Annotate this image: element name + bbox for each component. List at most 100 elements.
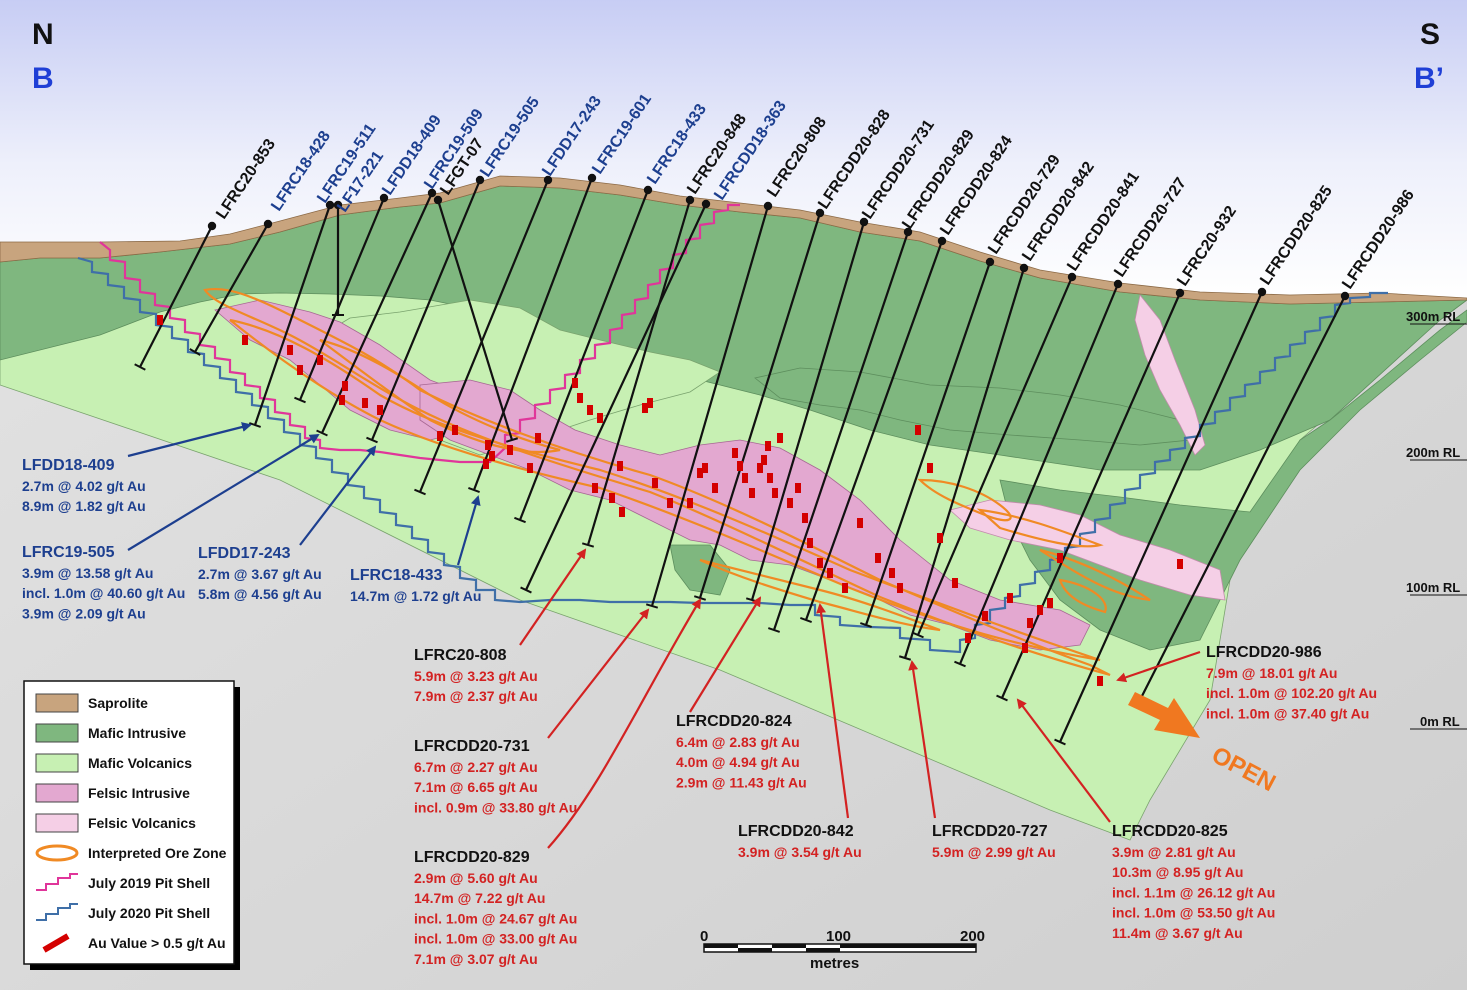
annotation-title: LFRCDD20-986 — [1206, 644, 1322, 661]
annotation-line: incl. 1.1m @ 26.12 g/t Au — [1112, 884, 1275, 900]
annotation-line: 2.7m @ 4.02 g/t Au — [22, 478, 146, 494]
drill-hole-collar — [644, 186, 652, 194]
au-value-mark — [937, 533, 943, 543]
au-value-mark — [965, 633, 971, 643]
annotation-line: 7.9m @ 18.01 g/t Au — [1206, 665, 1337, 681]
au-value-mark — [802, 513, 808, 523]
drill-hole-collar — [476, 176, 484, 184]
drill-hole-collar — [938, 237, 946, 245]
au-value-mark — [297, 365, 303, 375]
au-value-mark — [157, 315, 163, 325]
au-value-mark — [1007, 593, 1013, 603]
au-value-mark — [619, 507, 625, 517]
annotation-line: incl. 1.0m @ 53.50 g/t Au — [1112, 905, 1275, 921]
au-value-mark — [1177, 559, 1183, 569]
au-value-mark — [765, 441, 771, 451]
annotation-line: 7.1m @ 3.07 g/t Au — [414, 951, 538, 967]
scale-tick-0: 0 — [700, 928, 708, 945]
au-value-mark — [772, 488, 778, 498]
au-value-mark — [795, 483, 801, 493]
au-value-mark — [1027, 618, 1033, 628]
au-value-mark — [647, 398, 653, 408]
au-value-mark — [527, 463, 533, 473]
au-value-mark — [1022, 643, 1028, 653]
au-value-mark — [732, 448, 738, 458]
annotation-line: 2.9m @ 11.43 g/t Au — [676, 774, 807, 790]
annotation-line: 7.1m @ 6.65 g/t Au — [414, 779, 538, 795]
drill-hole-collar — [1114, 280, 1122, 288]
annotation-title: LFRC20-808 — [414, 647, 507, 664]
au-value-mark — [915, 425, 921, 435]
rl-200: 200m RL — [1406, 445, 1460, 460]
au-value-mark — [749, 488, 755, 498]
annotation-line: 6.4m @ 2.83 g/t Au — [676, 734, 800, 750]
drill-hole-collar — [434, 196, 442, 204]
legend-swatch — [36, 784, 78, 802]
au-value-mark — [617, 461, 623, 471]
annotation-title: LFRCDD20-842 — [738, 823, 854, 840]
drill-hole-collar — [686, 196, 694, 204]
scale-tick-100: 100 — [826, 928, 851, 945]
annotation-line: 7.9m @ 2.37 g/t Au — [414, 688, 538, 704]
au-value-mark — [489, 451, 495, 461]
legend-label: Mafic Intrusive — [88, 725, 186, 741]
annotation-line: 5.8m @ 4.56 g/t Au — [198, 586, 322, 602]
au-value-mark — [667, 498, 673, 508]
au-value-mark — [827, 568, 833, 578]
au-value-mark — [317, 355, 323, 365]
au-value-mark — [952, 578, 958, 588]
legend-label: July 2019 Pit Shell — [88, 875, 210, 891]
legend-label: Felsic Volcanics — [88, 815, 196, 831]
au-value-mark — [1047, 598, 1053, 608]
rl-0: 0m RL — [1420, 714, 1460, 729]
au-value-mark — [767, 473, 773, 483]
au-value-mark — [452, 425, 458, 435]
au-value-mark — [652, 478, 658, 488]
drill-hole-collar — [1341, 292, 1349, 300]
au-value-mark — [897, 583, 903, 593]
au-value-mark — [592, 483, 598, 493]
drill-hole-collar — [588, 174, 596, 182]
annotation-line: 5.9m @ 3.23 g/t Au — [414, 668, 538, 684]
annotation-title: LFRCDD20-825 — [1112, 823, 1228, 840]
annotation-title: LFRCDD20-731 — [414, 738, 530, 755]
au-value-mark — [787, 498, 793, 508]
drill-hole-collar — [1176, 289, 1184, 297]
au-value-mark — [507, 445, 513, 455]
au-value-mark — [777, 433, 783, 443]
south-label: S — [1420, 18, 1440, 51]
annotation-line: incl. 0.9m @ 33.80 g/t Au — [414, 799, 577, 815]
au-value-mark — [1057, 553, 1063, 563]
au-value-mark — [572, 378, 578, 388]
annotation-line: 14.7m @ 1.72 g/t Au — [350, 588, 481, 604]
annotation-line: incl. 1.0m @ 102.20 g/t Au — [1206, 685, 1377, 701]
annotation-title: LFRCDD20-824 — [676, 713, 792, 730]
drill-hole-collar — [1020, 264, 1028, 272]
au-value-mark — [817, 558, 823, 568]
au-value-mark — [377, 405, 383, 415]
annotation-line: incl. 1.0m @ 24.67 g/t Au — [414, 910, 577, 926]
au-value-mark — [857, 518, 863, 528]
au-value-mark — [742, 473, 748, 483]
au-value-mark — [1037, 605, 1043, 615]
drill-hole-collar — [208, 222, 216, 230]
au-value-mark — [609, 493, 615, 503]
section-end-label: B’ — [1414, 62, 1444, 95]
annotation-line: 3.9m @ 13.58 g/t Au — [22, 565, 153, 581]
legend: SaproliteMafic IntrusiveMafic VolcanicsF… — [24, 681, 240, 970]
annotation-line: 3.9m @ 2.81 g/t Au — [1112, 844, 1236, 860]
au-value-mark — [842, 583, 848, 593]
legend-label: Interpreted Ore Zone — [88, 845, 227, 861]
au-value-mark — [1097, 676, 1103, 686]
au-value-mark — [712, 483, 718, 493]
annotation-line: 3.9m @ 3.54 g/t Au — [738, 844, 862, 860]
drill-hole-collar — [1068, 273, 1076, 281]
au-value-mark — [927, 463, 933, 473]
au-value-mark — [437, 431, 443, 441]
annotation-line: incl. 1.0m @ 40.60 g/t Au — [22, 585, 185, 601]
annotation-line: 14.7m @ 7.22 g/t Au — [414, 890, 545, 906]
north-label: N — [32, 18, 54, 51]
scale-unit: metres — [810, 955, 859, 972]
au-value-mark — [342, 381, 348, 391]
